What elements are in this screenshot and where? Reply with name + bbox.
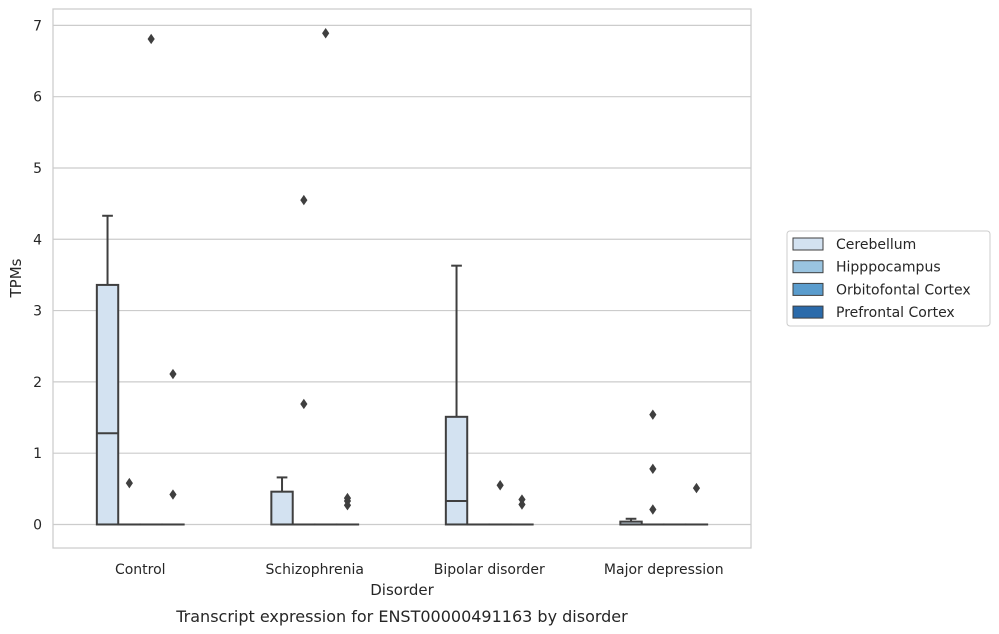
outlier-point [343,492,352,504]
outlier-point [649,409,657,420]
outlier-point [169,489,177,500]
x-tick-labels: Control Schizophrenia Bipolar disorder Majo… [115,562,724,578]
box [444,415,469,526]
legend-swatch-cerebellum [792,237,824,251]
series-prefrontal-cortex [161,368,709,526]
legend-frame [786,230,991,327]
y-tick-labels: 0 1 2 3 4 5 6 7 [33,18,42,533]
legend-swatch-orbitofontal-cortex [792,282,824,296]
outlier-point [300,194,308,206]
chart-title: Transcript expression for ENST0000049116… [175,607,628,626]
series-orbitofontal-cortex [139,28,687,526]
outlier-point [518,494,526,505]
y-tick-label: 6 [33,90,42,106]
plot-frame [52,8,752,549]
outlier-point [147,33,155,45]
legend-swatch-hipppocampus [792,260,824,274]
box [95,283,120,526]
grid-lines [53,24,751,526]
y-tick-label: 4 [33,232,42,248]
y-tick-label: 1 [33,446,42,462]
y-tick-label: 0 [33,517,42,533]
legend: Cerebellum Hipppocampus Orbitofontal Corte… [786,230,991,327]
y-axis-label: TPMs [7,258,25,298]
legend-label-orbitofontal-cortex: Orbitofontal Cortex [836,282,971,298]
legend-label-hipppocampus: Hipppocampus [836,260,941,276]
box-plot-series [95,28,709,526]
x-tick-label: Bipolar disorder [434,562,545,578]
legend-swatch-prefrontal-cortex [792,305,824,319]
outlier-point [496,480,504,491]
y-tick-label: 7 [33,18,42,34]
outlier-point [300,398,308,410]
outlier-point [649,504,657,515]
x-axis-label: Disorder [370,581,434,599]
outlier-point [649,463,657,475]
legend-label-prefrontal-cortex: Prefrontal Cortex [836,305,955,321]
outlier-point [169,368,177,380]
x-tick-label: Major depression [604,562,724,578]
outlier-point [322,28,330,39]
x-tick-label: Schizophrenia [266,562,364,578]
series-cerebellum [95,214,643,526]
box [270,490,294,526]
y-tick-label: 5 [33,161,42,177]
y-tick-label: 2 [33,375,42,391]
legend-label-cerebellum: Cerebellum [836,237,916,253]
y-tick-label: 3 [33,304,42,320]
outlier-point [125,477,133,489]
x-tick-label: Control [115,562,166,578]
series-hipppocampus [117,194,665,526]
outlier-point [692,482,701,494]
